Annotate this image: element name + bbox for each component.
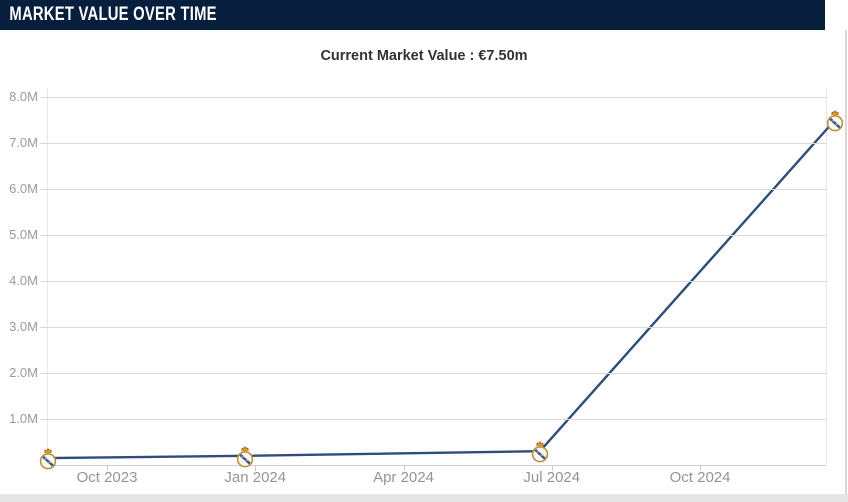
gridline [40,327,826,328]
x-axis-tick [107,465,108,471]
gridline [40,419,826,420]
x-axis-label: Jul 2024 [523,469,581,486]
x-axis-label: Oct 2023 [76,469,138,486]
next-section-edge [0,494,848,502]
plot-left-border [47,88,48,465]
gridline [40,143,826,144]
y-axis-label: 5.0M [9,227,38,242]
content-right-border [845,30,847,502]
x-axis-tick [551,465,553,471]
x-axis-tick [403,465,405,471]
gridline [40,373,826,374]
y-axis-label: 4.0M [9,273,38,288]
gridline [40,235,826,236]
x-axis-line [47,465,826,466]
gridline [40,97,826,98]
x-axis-label: Apr 2024 [373,469,434,486]
real-madrid-crest-icon[interactable] [826,110,844,132]
real-madrid-crest-icon[interactable] [39,448,57,470]
x-axis-label: Jan 2024 [224,469,287,486]
y-axis-label: 3.0M [9,319,38,334]
y-axis-label: 2.0M [9,365,38,380]
x-axis-tick [255,465,257,471]
y-axis-label: 6.0M [9,181,38,196]
y-axis-label: 8.0M [9,89,38,104]
x-axis-tick [700,465,702,471]
real-madrid-crest-icon[interactable] [531,441,549,463]
y-axis-label: 7.0M [9,135,38,150]
section-title: MARKET VALUE OVER TIME [9,4,217,25]
real-madrid-crest-icon[interactable] [236,445,254,468]
gridline [40,281,826,282]
current-market-value-text: Current Market Value : €7.50m [320,48,528,64]
y-axis-label: 1.0M [9,411,38,426]
x-axis-label: Oct 2024 [669,469,731,486]
plot-right-border [826,88,827,465]
gridline [40,189,826,190]
section-header: MARKET VALUE OVER TIME [0,0,825,30]
